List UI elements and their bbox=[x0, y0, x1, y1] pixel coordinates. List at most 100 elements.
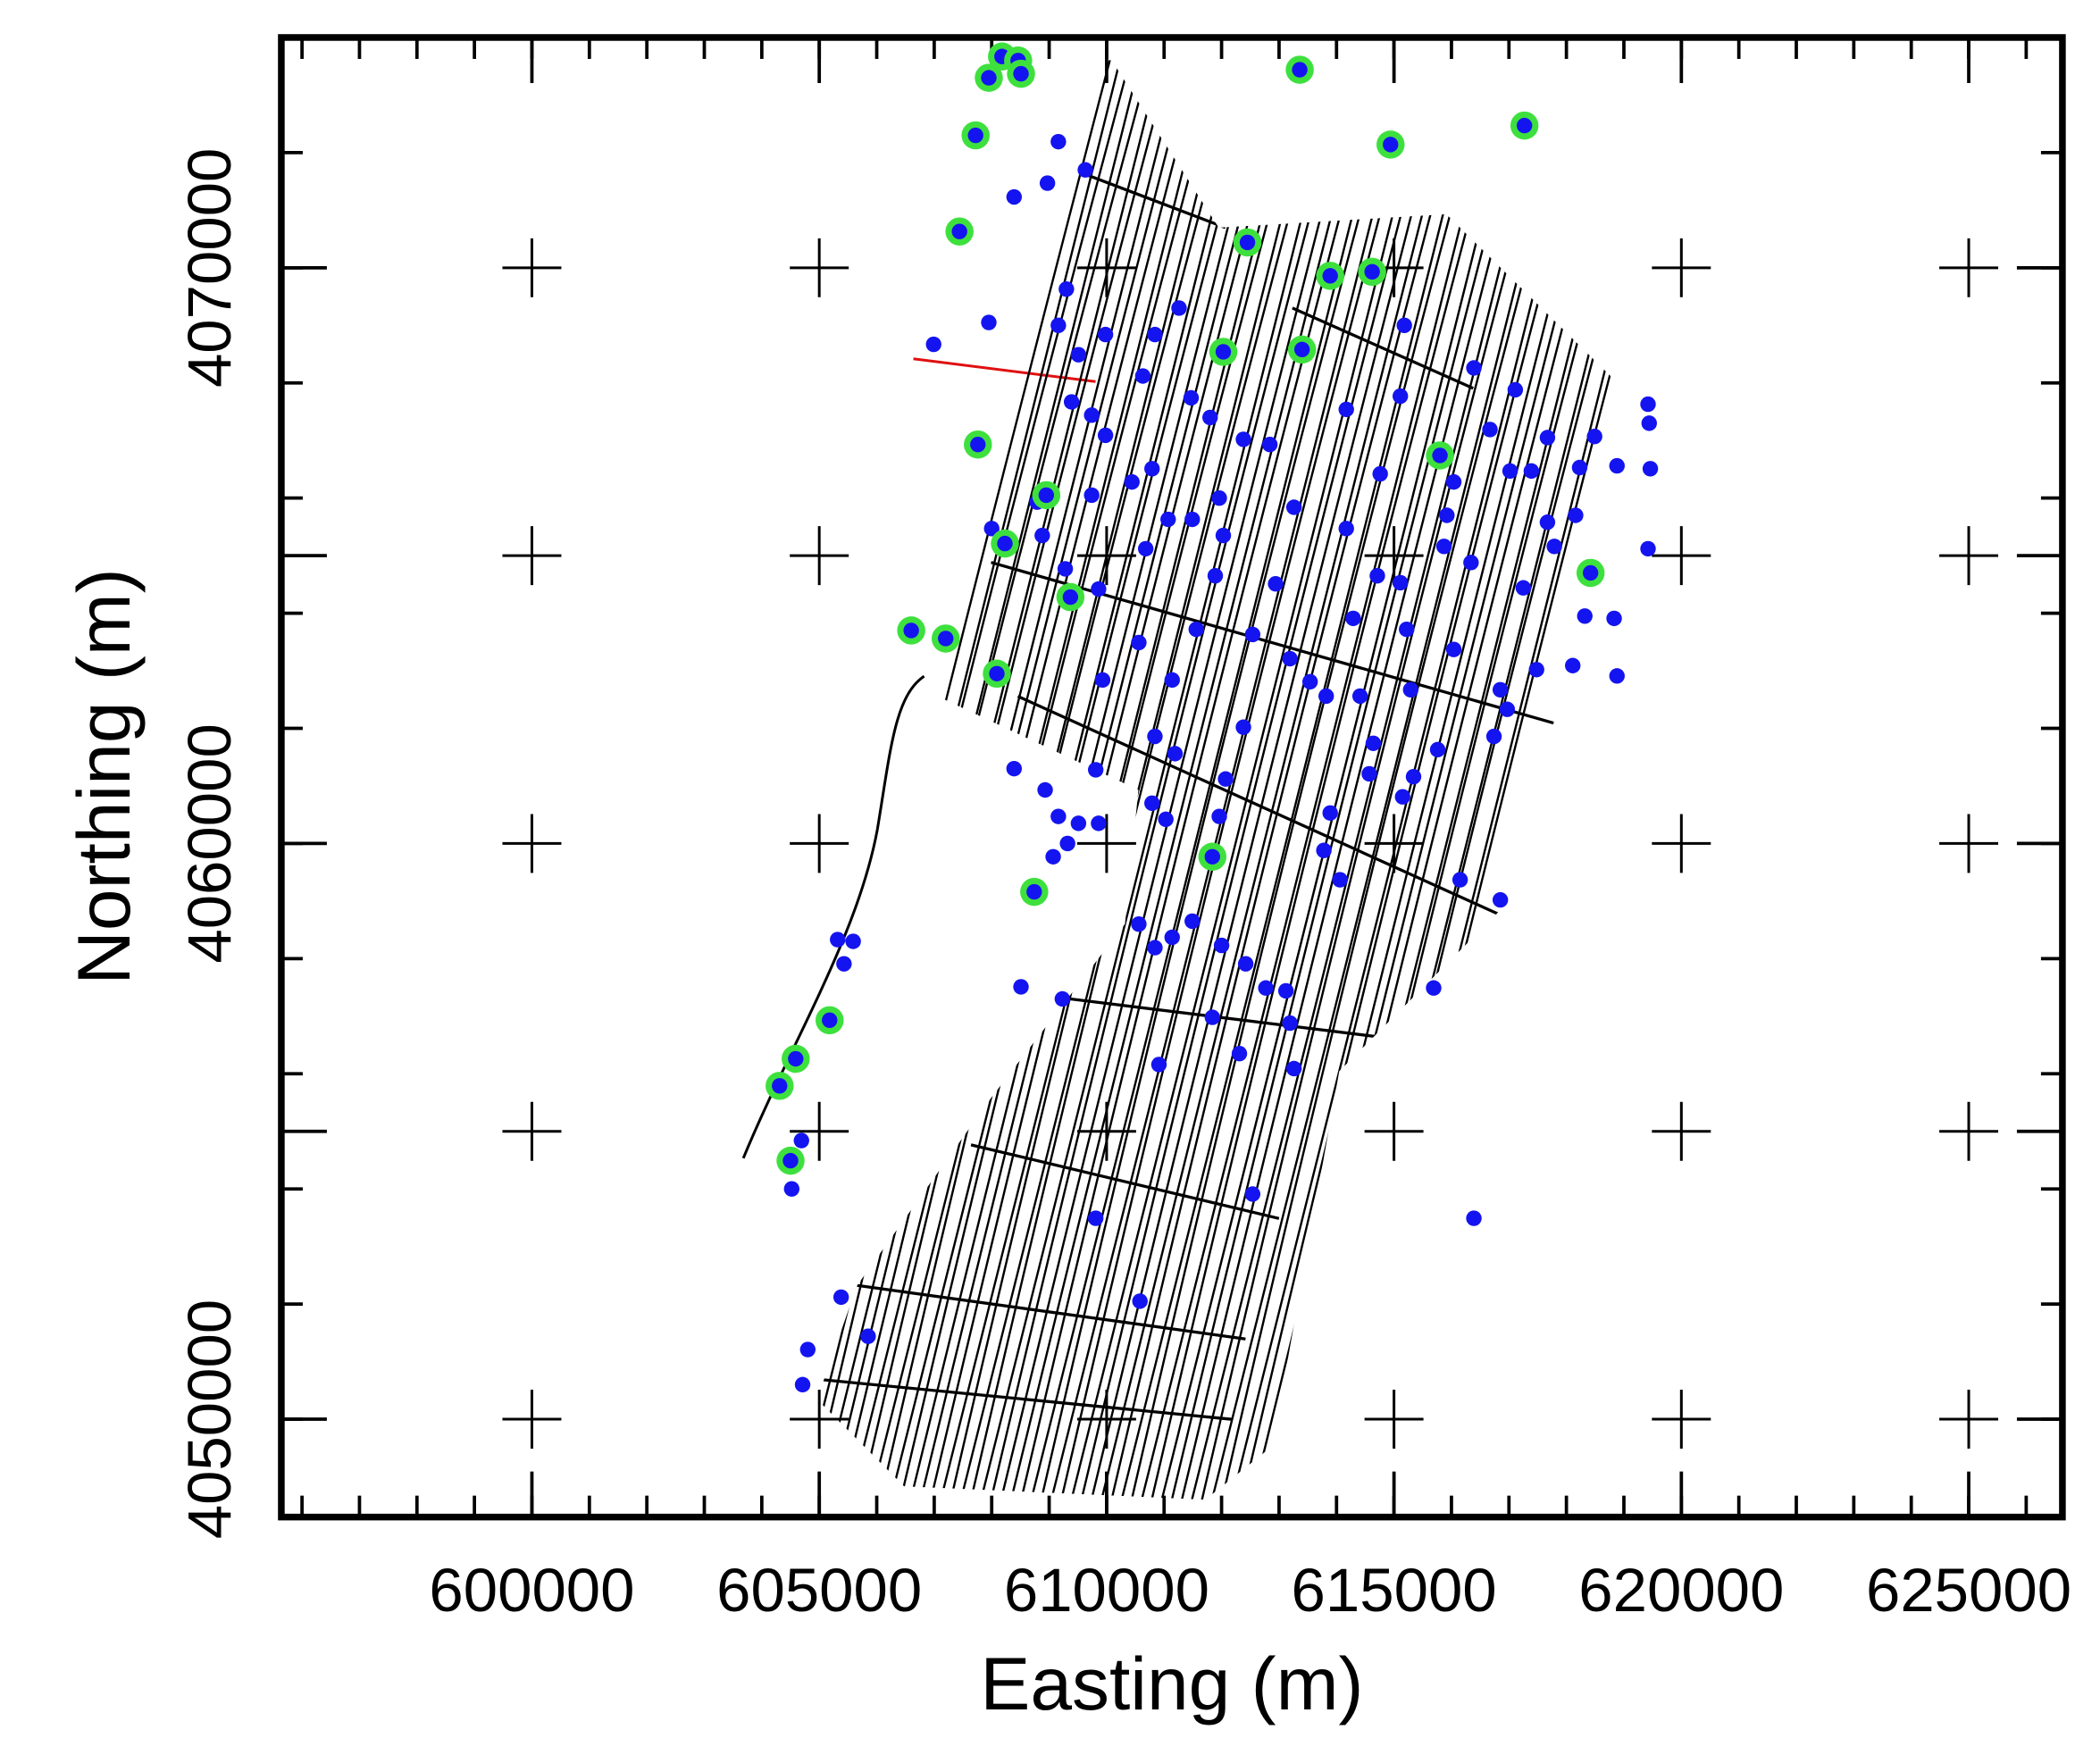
survey-line bbox=[1301, 53, 1637, 1500]
point bbox=[1539, 514, 1556, 531]
survey-line bbox=[990, 53, 1354, 1500]
point bbox=[1405, 768, 1422, 785]
survey-line bbox=[1100, 53, 1465, 1500]
point bbox=[1006, 188, 1023, 205]
point bbox=[1565, 657, 1581, 673]
point bbox=[1492, 681, 1509, 698]
point bbox=[1006, 760, 1023, 777]
x-tick-label: 620000 bbox=[1578, 1556, 1784, 1625]
point bbox=[1322, 268, 1338, 284]
point bbox=[1204, 1009, 1220, 1025]
tie-line bbox=[1004, 989, 1440, 1047]
survey-line bbox=[859, 53, 1224, 1500]
point bbox=[1515, 580, 1532, 596]
point bbox=[1528, 662, 1544, 678]
survey-line bbox=[950, 53, 1314, 1500]
point bbox=[1429, 741, 1446, 758]
point bbox=[1399, 621, 1415, 638]
point bbox=[1037, 781, 1053, 798]
point bbox=[1499, 701, 1516, 717]
point bbox=[1050, 808, 1067, 824]
point bbox=[1396, 317, 1412, 333]
survey-line bbox=[1080, 53, 1444, 1500]
point bbox=[1463, 555, 1479, 571]
point bbox=[1482, 422, 1498, 438]
point bbox=[1435, 539, 1452, 555]
point bbox=[1211, 489, 1227, 506]
point bbox=[1083, 407, 1100, 423]
point bbox=[1492, 891, 1509, 908]
point bbox=[1050, 133, 1067, 150]
point bbox=[1062, 589, 1079, 606]
point bbox=[1641, 415, 1657, 431]
point bbox=[1285, 1060, 1302, 1077]
point bbox=[782, 1152, 799, 1169]
point bbox=[981, 314, 997, 330]
point bbox=[1239, 234, 1256, 251]
point bbox=[1282, 650, 1298, 667]
point bbox=[983, 521, 1000, 537]
survey-line bbox=[1150, 53, 1515, 1500]
point bbox=[1215, 527, 1232, 544]
point bbox=[1432, 447, 1448, 464]
point bbox=[1091, 581, 1107, 597]
point bbox=[1077, 162, 1093, 178]
point bbox=[997, 535, 1013, 552]
survey-line bbox=[849, 53, 1214, 1500]
point bbox=[1063, 394, 1080, 410]
point bbox=[1144, 461, 1160, 477]
point bbox=[1332, 872, 1348, 888]
point bbox=[1292, 62, 1308, 78]
survey-line bbox=[1090, 53, 1454, 1500]
tie-line bbox=[1083, 172, 1226, 230]
x-tick-label: 605000 bbox=[716, 1556, 922, 1625]
point bbox=[1277, 982, 1294, 999]
point bbox=[1485, 728, 1502, 745]
point bbox=[1365, 735, 1382, 751]
point bbox=[1134, 368, 1151, 384]
point bbox=[1394, 789, 1410, 805]
point bbox=[1045, 848, 1061, 865]
point bbox=[1338, 521, 1354, 537]
point bbox=[1261, 437, 1278, 453]
point bbox=[1445, 641, 1462, 657]
y-axis-label: Northing (m) bbox=[62, 568, 146, 984]
point bbox=[1091, 815, 1107, 831]
point bbox=[1235, 431, 1251, 447]
survey-line bbox=[980, 53, 1344, 1500]
point bbox=[1070, 347, 1087, 363]
point bbox=[1383, 137, 1399, 153]
tie-line bbox=[857, 1283, 1246, 1341]
y-tick-label: 4050000 bbox=[175, 1299, 244, 1539]
point bbox=[1640, 396, 1656, 413]
x-tick-label: 610000 bbox=[1004, 1556, 1209, 1625]
point bbox=[793, 1132, 809, 1149]
point bbox=[1571, 459, 1588, 476]
point bbox=[1188, 621, 1204, 638]
point bbox=[970, 437, 986, 453]
point bbox=[1132, 1293, 1148, 1309]
point bbox=[1171, 300, 1187, 316]
point bbox=[1160, 511, 1176, 528]
survey-line bbox=[1141, 53, 1505, 1500]
point bbox=[1293, 341, 1310, 358]
survey-line bbox=[940, 53, 1304, 1500]
point bbox=[1013, 979, 1029, 995]
survey-line bbox=[899, 53, 1264, 1500]
survey-line bbox=[869, 53, 1234, 1500]
point bbox=[1087, 762, 1104, 778]
point bbox=[1097, 427, 1114, 444]
point bbox=[1211, 808, 1227, 824]
point bbox=[1301, 673, 1318, 689]
point bbox=[1083, 487, 1100, 504]
point bbox=[1361, 765, 1377, 782]
point bbox=[1466, 1210, 1482, 1226]
point bbox=[830, 932, 846, 948]
point bbox=[989, 665, 1005, 681]
point bbox=[1539, 430, 1556, 446]
point bbox=[1502, 463, 1519, 480]
point bbox=[1392, 388, 1409, 405]
point bbox=[1402, 681, 1418, 698]
point bbox=[951, 223, 967, 239]
point bbox=[860, 1328, 876, 1344]
